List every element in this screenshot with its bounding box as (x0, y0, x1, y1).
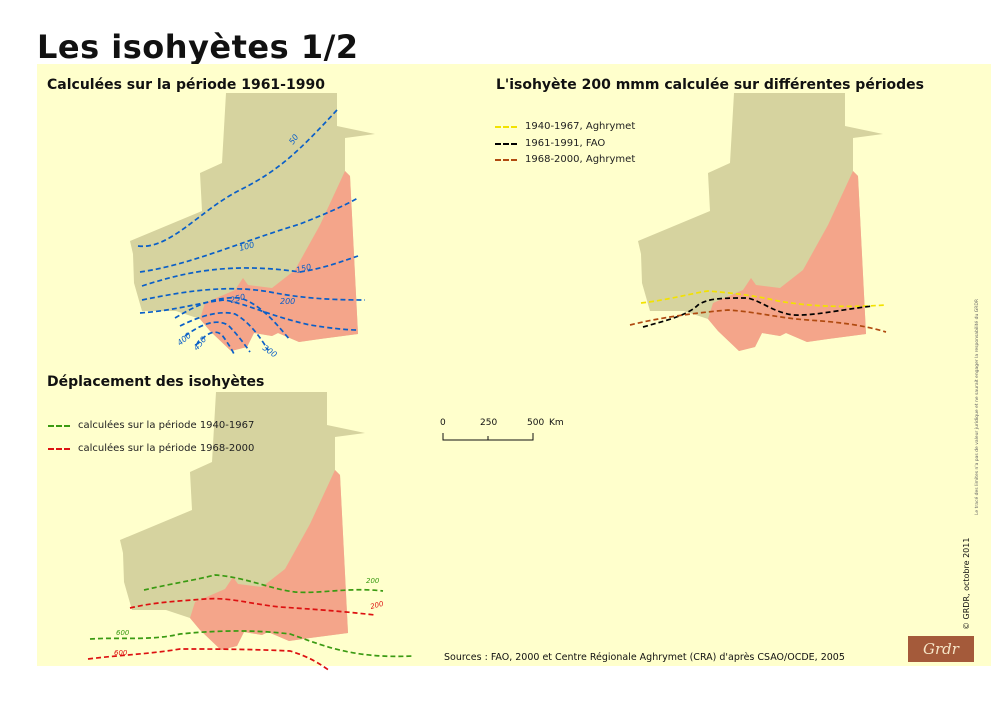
map1-title: Calculées sur la période 1961-1990 (47, 77, 325, 93)
map3-title: Déplacement des isohyètes (47, 374, 265, 390)
map3-legend-item: calculées sur la période 1940-1967 (48, 420, 254, 431)
map2-title: L'isohyète 200 mmm calculée sur différen… (496, 77, 924, 93)
legend-swatch-green (48, 424, 70, 427)
legend-swatch-black (495, 142, 517, 145)
map3-label-200-red: 200 (369, 600, 385, 611)
legend-label: calculées sur la période 1940-1967 (78, 420, 255, 431)
isohyet-200-1968-2000 (129, 597, 376, 616)
map3 (87, 392, 414, 672)
isohyet-1940-1967 (640, 290, 887, 308)
map1-label-150: 150 (295, 262, 312, 275)
scale-tick-0: 0 (440, 418, 446, 428)
map2-legend-item: 1968-2000, Aghrymet (495, 154, 635, 165)
isohyet-200-1940-1967 (143, 574, 384, 594)
isohyet-600-1940-1967 (89, 630, 414, 658)
map2 (629, 93, 887, 351)
map1-label-400: 400 (176, 331, 193, 348)
legend-swatch-yellow (495, 125, 517, 128)
legend-label: 1968-2000, Aghrymet (525, 154, 636, 165)
map3-label-200-green: 200 (366, 577, 380, 585)
map1-label-100: 100 (238, 240, 255, 253)
grdr-logo: Grdr (908, 636, 974, 662)
legend-swatch-brown (495, 158, 517, 161)
logo-text: Grdr (923, 640, 959, 658)
map3-label-600-red: 600 (114, 649, 128, 657)
map1-label-200: 200 (280, 297, 295, 306)
map2-isohyets (629, 290, 887, 333)
isohyet-1968-2000 (629, 309, 887, 333)
map1-label-450: 450 (192, 335, 209, 352)
legend-label: 1940-1967, Aghrymet (525, 121, 636, 132)
map1-label-300: 300 (261, 343, 279, 359)
legend-label: 1961-1991, FAO (525, 138, 606, 149)
map1-isohyets (137, 109, 366, 355)
credit: © GRDR, octobre 2011 (962, 537, 971, 630)
map1: 50 100 150 200 250 400 450 300 (130, 93, 375, 359)
map2-legend-item: 1940-1967, Aghrymet (495, 121, 635, 132)
map3-legend-item: calculées sur la période 1968-2000 (48, 443, 254, 454)
scale-unit: Km (549, 418, 564, 428)
map3-isohyets (87, 574, 414, 672)
sources: Sources : FAO, 2000 et Centre Régionale … (444, 652, 845, 663)
scale-bar (442, 433, 534, 441)
map1-label-250: 250 (229, 292, 246, 305)
page-title: Les isohyètes 1/2 (37, 28, 359, 66)
legend-label: calculées sur la période 1968-2000 (78, 443, 255, 454)
map3-label-600-green: 600 (116, 629, 130, 637)
legend-swatch-red (48, 447, 70, 450)
scale-tick-250: 250 (480, 418, 498, 428)
disclaimer: Le tracé des limites n'a pas de valeur j… (975, 299, 980, 515)
scale-tick-500: 500 (527, 418, 545, 428)
map2-legend-item: 1961-1991, FAO (495, 138, 605, 149)
